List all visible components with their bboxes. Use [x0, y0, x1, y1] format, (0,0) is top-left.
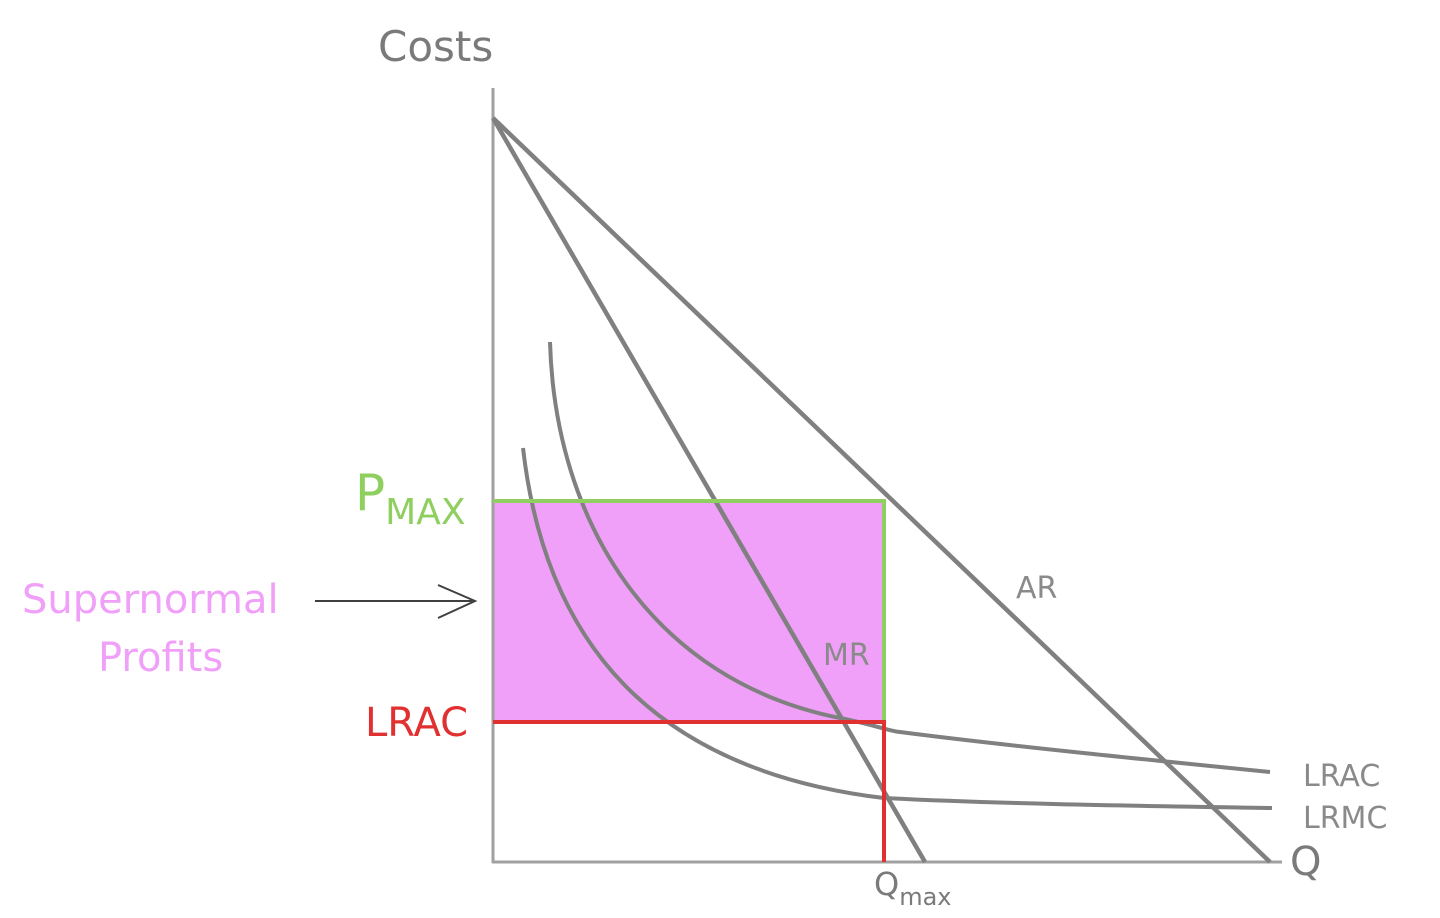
- qmax-label: Qmax: [874, 865, 951, 909]
- lrac-level-label: LRAC: [365, 700, 469, 746]
- pmax-main: P: [355, 464, 386, 522]
- ar-curve: [491, 116, 1272, 864]
- y-axis-label: Costs: [378, 22, 494, 71]
- lrac-curve-label: LRAC: [1303, 759, 1381, 794]
- supernormal-label-1: Supernormal: [22, 577, 279, 623]
- lrmc-curve: [521, 447, 1273, 810]
- mr-curve: [491, 116, 927, 864]
- ar-label: AR: [1016, 571, 1058, 606]
- supernormal-label-2: Profits: [98, 635, 224, 681]
- mr-label: MR: [823, 638, 870, 673]
- pmax-label: PMAX: [355, 468, 466, 531]
- pmax-line: [493, 499, 886, 722]
- x-axis-label: Q: [1290, 839, 1322, 885]
- qmax-sub: max: [899, 883, 952, 911]
- arrow-icon: [315, 584, 478, 619]
- pmax-sub: MAX: [385, 492, 466, 533]
- lrac-level-line: [493, 720, 886, 862]
- qmax-main: Q: [874, 865, 900, 903]
- supernormal-profit-area: [494, 502, 884, 722]
- lrmc-curve-label: LRMC: [1303, 801, 1388, 836]
